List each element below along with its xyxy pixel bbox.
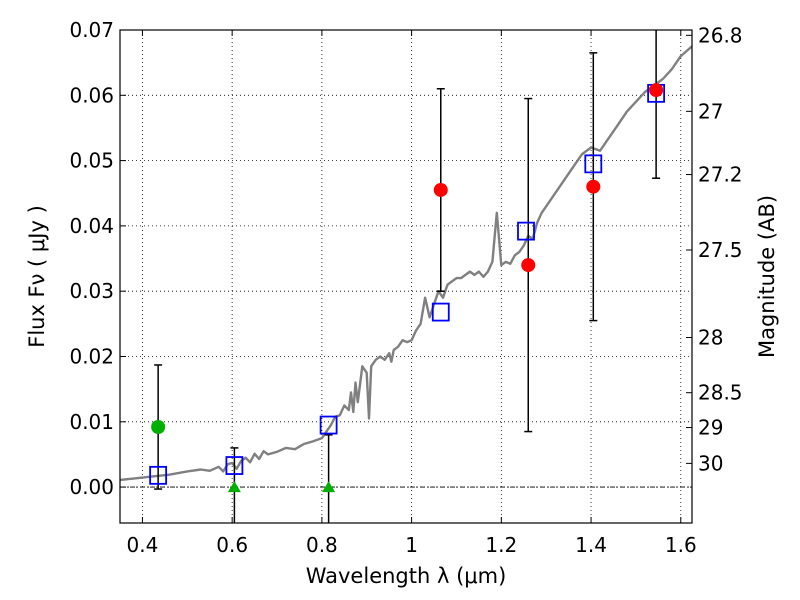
model-point-square	[517, 221, 535, 241]
y2-axis-label: Magnitude (AB)	[755, 195, 779, 358]
non-detection-triangle	[322, 481, 336, 493]
y-tick-label: 0.04	[69, 214, 114, 238]
x-tick-label: 0.6	[216, 533, 248, 557]
y-tick-label: 0.03	[69, 279, 114, 303]
mag-tick-label: 30	[698, 451, 723, 475]
low-significance-point	[151, 420, 166, 435]
non-detection-triangle	[227, 481, 241, 493]
plot-frame	[119, 29, 693, 524]
mag-tick-label: 29	[698, 416, 723, 440]
y-tick-label: 0.05	[69, 149, 114, 173]
x-tick-label: 1.2	[485, 533, 517, 557]
y-tick-label: 0.07	[69, 18, 114, 42]
y-tick-label: 0.06	[69, 83, 114, 107]
x-axis-label: Wavelength λ (μm)	[306, 564, 507, 588]
model-point-square	[149, 465, 168, 485]
model-point-square	[225, 456, 244, 475]
series-layer	[149, 30, 666, 523]
y-tick-label: 0.00	[69, 475, 114, 499]
mag-tick-label: 26.8	[698, 23, 743, 47]
model-point-square	[431, 302, 450, 322]
x-tick-label: 0.8	[306, 533, 338, 557]
spectrum-layer	[120, 45, 692, 482]
model-point-square	[319, 415, 338, 435]
y-tick-label: 0.02	[69, 344, 114, 368]
detection-point	[649, 83, 664, 98]
mag-tick-label: 27.5	[698, 238, 743, 262]
model-point-square	[584, 154, 603, 174]
x-tick-label: 1.6	[665, 533, 697, 557]
x-tick-label: 1.4	[575, 533, 607, 557]
y-axis-label: Flux Fν ( μJy )	[25, 205, 49, 348]
detection-point	[521, 258, 536, 273]
mag-tick-label: 28.5	[698, 381, 743, 405]
detection-point	[586, 179, 601, 194]
detection-point	[433, 182, 448, 197]
x-tick-label: 0.4	[127, 533, 159, 557]
mag-tick-label: 27.2	[698, 163, 743, 187]
y-tick-label: 0.01	[69, 410, 114, 434]
mag-tick-label: 28	[698, 325, 723, 349]
x-tick-label: 1	[405, 533, 418, 557]
mag-tick-label: 27	[698, 99, 723, 123]
ticks: 0.4 0.6 0.8 1 1.2 1.4 1.6 0.00 0.01 0.02 0.03 0.04 0…	[69, 18, 742, 557]
spectrum-line	[120, 45, 692, 482]
